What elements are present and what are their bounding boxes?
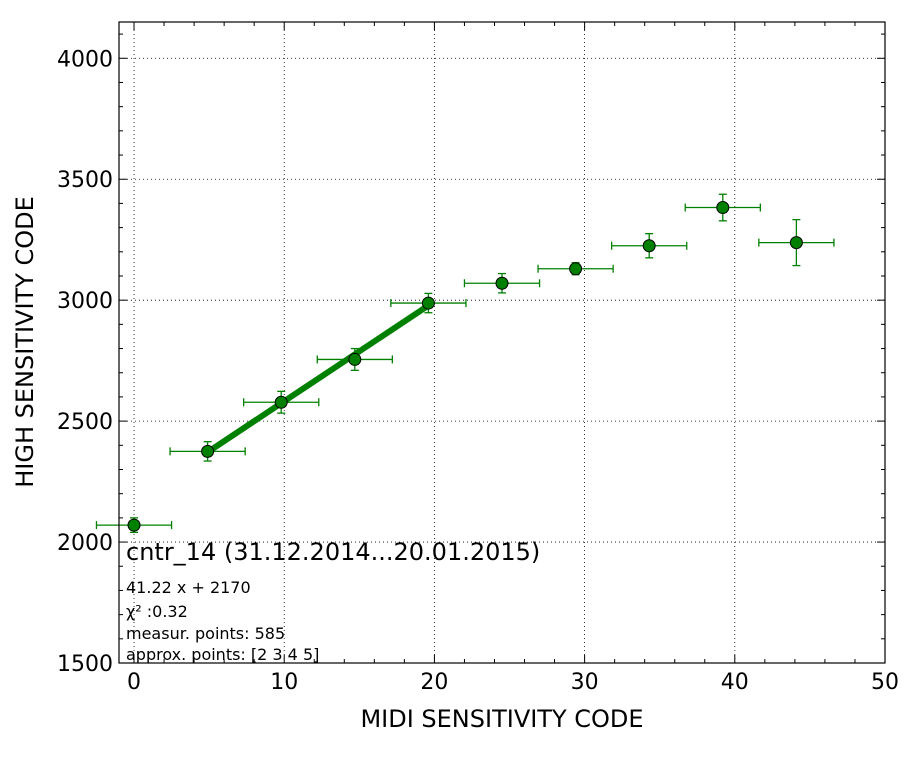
data-point (274, 395, 288, 409)
fit-line-group (205, 303, 431, 455)
y-tick-label: 2000 (57, 531, 113, 556)
data-point (127, 518, 141, 532)
x-tick-labels: 0 10 20 30 40 50 (127, 670, 899, 695)
x-axis-label: MIDI SENSITIVITY CODE (360, 705, 643, 733)
grid-lines (119, 22, 885, 663)
fit-equation: 41.22 x + 2170 (126, 578, 251, 597)
plot-frame (118, 21, 886, 664)
y-tick-label: 3000 (57, 289, 113, 314)
data-point (789, 236, 803, 250)
data-point (201, 444, 215, 458)
y-tick-label: 1500 (57, 652, 113, 677)
minor-ticks (119, 22, 886, 664)
data-point (716, 201, 730, 215)
y-axis-label: HIGH SENSITIVITY CODE (11, 196, 39, 488)
x-tick-label: 50 (871, 670, 899, 695)
chi-square-label: χ² :0.32 (126, 602, 188, 621)
x-tick-label: 40 (721, 670, 749, 695)
x-tick-label: 10 (270, 670, 298, 695)
data-point (495, 276, 509, 290)
approx-points-label: approx. points: [2 3 4 5] (126, 645, 319, 664)
y-tick-label: 2500 (57, 410, 113, 435)
y-tick-labels: 1500 2000 2500 3000 3500 4000 (57, 47, 113, 677)
data-point (642, 239, 656, 253)
data-point (569, 262, 583, 276)
data-points (127, 201, 803, 532)
x-tick-label: 30 (571, 670, 599, 695)
x-tick-label: 0 (127, 670, 141, 695)
error-bars (95, 193, 835, 534)
chart-title: cntr_14 (31.12.2014...20.01.2015) (126, 538, 540, 566)
measured-points-label: measur. points: 585 (126, 624, 285, 643)
data-point (421, 296, 435, 310)
fit-line (205, 303, 431, 455)
x-tick-label: 20 (420, 670, 448, 695)
y-tick-label: 3500 (57, 168, 113, 193)
data-point (348, 352, 362, 366)
y-tick-label: 4000 (57, 47, 113, 72)
